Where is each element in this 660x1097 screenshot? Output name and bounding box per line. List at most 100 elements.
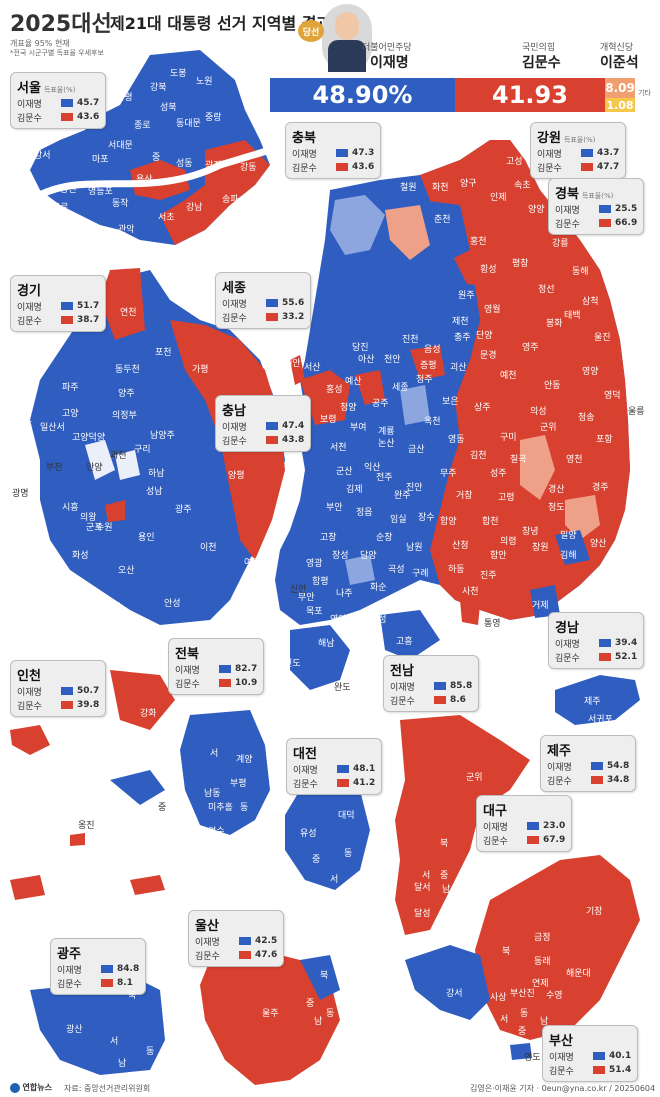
result-row-lee: 이재명 55.6 (222, 296, 304, 310)
vote-share: 50.7 (77, 686, 100, 696)
region-card-chungnam: 충남 이재명 47.4 김문수 43.8 (215, 395, 312, 452)
vote-share: 48.1 (353, 764, 376, 774)
place-label: 기장 (586, 907, 603, 917)
result-row-kim: 김문수 33.2 (222, 310, 304, 324)
region-name: 충남 (222, 404, 246, 419)
candidate-name: 김문수 (222, 313, 247, 324)
place-label: 영도 (524, 1053, 541, 1063)
place-label: 김포 (16, 421, 33, 431)
place-label: 산청 (452, 541, 469, 551)
vote-share: 85.8 (450, 681, 473, 691)
color-swatch-lee (61, 687, 73, 695)
place-label: 남 (314, 1017, 323, 1027)
place-label: 화순 (370, 583, 387, 593)
place-label: 관악 (118, 225, 135, 235)
ulsan-map (200, 950, 340, 1085)
region-card-header: 전북 (175, 643, 257, 662)
vote-share: 47.4 (282, 421, 305, 431)
place-label: 동 (240, 803, 249, 813)
region-name: 인천 (17, 669, 41, 684)
place-label: 옹진 (78, 821, 95, 831)
source-note: 자료: 중앙선거관리위원회 (64, 1084, 151, 1093)
result-row-lee: 이재명 54.8 (547, 759, 629, 773)
vote-share: 47.6 (255, 950, 278, 960)
region-card-header: 대전 (293, 743, 375, 762)
place-label: 부천 (46, 463, 63, 473)
place-label: 강북 (150, 83, 167, 93)
color-swatch-lee (591, 762, 603, 770)
jeju-map (555, 675, 640, 725)
place-label: 평택 (104, 603, 121, 613)
place-label: 은평 (116, 93, 133, 103)
place-label: 구로 (52, 203, 69, 213)
place-label: 천안 (384, 355, 401, 365)
candidate-name: 김문수 (483, 836, 508, 847)
place-label: 보성 (370, 615, 387, 625)
result-row-kim: 김문수 39.8 (17, 698, 99, 712)
vote-share: 43.8 (282, 435, 305, 445)
place-label: 보령 (320, 415, 337, 425)
region-name: 충북 (292, 131, 316, 146)
place-label: 울주 (262, 1009, 279, 1019)
color-swatch-lee (599, 205, 611, 213)
result-row-lee: 이재명 47.4 (222, 419, 304, 433)
result-row-kim: 김문수 8.1 (57, 976, 139, 990)
place-label: 오산 (118, 566, 135, 576)
place-label: 경산 (548, 485, 565, 495)
place-label: 북 (440, 839, 449, 849)
place-label: 횡성 (480, 265, 497, 275)
place-label: 제주 (584, 697, 601, 707)
place-label: 계양 (236, 755, 253, 765)
region-card-gyeonggi: 경기 이재명 51.7 김문수 38.7 (10, 275, 107, 332)
place-label: 옥천 (424, 417, 441, 427)
vote-share: 39.4 (615, 638, 638, 648)
place-label: 충주 (454, 333, 471, 343)
place-label: 삼척 (582, 297, 599, 307)
region-card-ulsan: 울산 이재명 42.5 김문수 47.6 (188, 910, 285, 967)
place-label: 서초 (158, 213, 175, 223)
place-label: 파주 (62, 383, 79, 393)
place-label: 정선 (538, 285, 555, 295)
color-swatch-kim (266, 436, 278, 444)
place-label: 괴산 (450, 363, 467, 373)
place-label: 공주 (372, 399, 389, 409)
vote-share: 55.6 (282, 298, 305, 308)
place-label: 동해 (572, 267, 589, 277)
candidate-name: 김문수 (293, 779, 318, 790)
credit-note: 김영은·이재윤 기자 · 0eun@yna.co.kr / 20250604 (470, 1084, 656, 1093)
count-note: 개표율 95% 현재 (10, 39, 70, 48)
place-label: 해남 (318, 639, 335, 649)
place-label: 광명 (12, 489, 29, 499)
candidate-name: 김문수 (175, 679, 200, 690)
place-label: 강화 (140, 709, 157, 719)
place-label: 태안 (284, 359, 301, 369)
color-swatch-kim (61, 701, 73, 709)
place-label: 강동 (240, 163, 257, 173)
busan-map (405, 855, 640, 1060)
place-label: 통영 (484, 619, 501, 629)
region-name: 광주 (57, 947, 81, 962)
vote-share: 84.8 (117, 964, 140, 974)
region-card-daejeon: 대전 이재명 48.1 김문수 41.2 (286, 738, 383, 795)
place-label: 진안 (406, 483, 423, 493)
result-row-lee: 이재명 51.7 (17, 299, 99, 313)
place-label: 서 (330, 875, 339, 885)
result-row-lee: 이재명 43.7 (537, 146, 619, 160)
color-swatch-kim (599, 219, 611, 227)
color-swatch-lee (239, 937, 251, 945)
winner-badge: 당선 (298, 20, 324, 42)
candidate-name: 이재명 (222, 299, 247, 310)
candidate-name: 김문수 (555, 653, 580, 664)
vote-share: 67.9 (543, 835, 566, 845)
place-label: 중 (158, 803, 167, 813)
place-label: 태백 (564, 311, 581, 321)
place-label: 서 (500, 1015, 509, 1025)
place-label: 부여 (350, 423, 367, 433)
vote-share: 47.7 (597, 162, 620, 172)
place-label: 진주 (480, 571, 497, 581)
result-row-lee: 이재명 47.3 (292, 146, 374, 160)
place-label: 남양주 (150, 431, 175, 441)
place-label: 경주 (592, 483, 609, 493)
vote-share: 45.7 (77, 98, 100, 108)
place-label: 군위 (466, 773, 483, 783)
